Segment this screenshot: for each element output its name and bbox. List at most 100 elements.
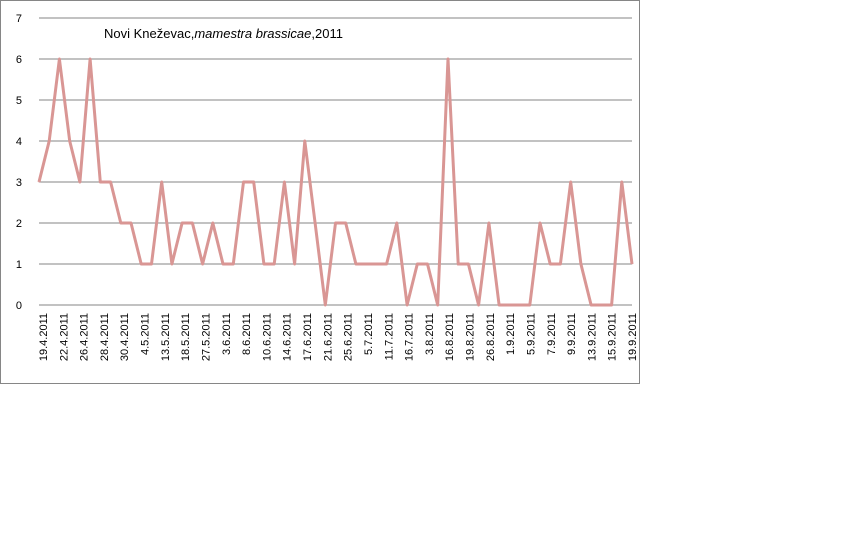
data-point	[427, 263, 429, 265]
x-tick-label: 13.9.2011	[586, 313, 598, 361]
data-point	[202, 263, 204, 265]
x-tick-label: 22.4.2011	[58, 313, 70, 361]
y-tick-label: 6	[16, 54, 22, 66]
x-tick-label: 27.5.2011	[200, 313, 212, 361]
chart-title-year: ,2011	[311, 26, 343, 41]
data-point	[58, 58, 60, 60]
data-point	[314, 222, 316, 224]
data-point	[508, 304, 510, 306]
y-tick-label: 2	[16, 218, 22, 230]
data-point	[437, 304, 439, 306]
data-point	[600, 304, 602, 306]
x-tick-label: 15.9.2011	[607, 313, 619, 361]
data-point	[355, 263, 357, 265]
chart-title-species: mamestra brassicae	[194, 26, 311, 41]
y-tick-label: 3	[16, 177, 22, 189]
line-chart: 0 1 2 3 4 5 6 7 19.4.2011 22.4.2011 26.4.2011 28.4…	[16, 13, 639, 361]
chart-title: Novi Kneževac,mamestra brassicae,2011	[104, 26, 343, 41]
data-point	[488, 222, 490, 224]
x-tick-label: 14.6.2011	[282, 313, 294, 361]
data-point	[570, 181, 572, 183]
data-point	[273, 263, 275, 265]
x-tick-label: 13.5.2011	[160, 313, 172, 361]
x-tick-label: 3.6.2011	[221, 313, 233, 355]
data-point	[253, 181, 255, 183]
data-point	[120, 222, 122, 224]
y-tick-label: 5	[16, 95, 22, 107]
y-tick-label: 4	[16, 136, 22, 148]
data-point	[48, 140, 50, 142]
data-point	[549, 263, 551, 265]
x-tick-label: 28.4.2011	[99, 313, 111, 361]
data-point	[447, 58, 449, 60]
x-tick-label: 19.4.2011	[38, 313, 50, 361]
chart-title-location: Novi Kneževac,	[104, 26, 194, 41]
data-point	[222, 263, 224, 265]
x-tick-label: 3.8.2011	[424, 313, 436, 355]
x-tick-label: 7.9.2011	[546, 313, 558, 355]
x-tick-label: 16.8.2011	[444, 313, 456, 361]
data-point	[539, 222, 541, 224]
data-point	[559, 263, 561, 265]
y-tick-label: 1	[16, 259, 22, 271]
data-point	[110, 181, 112, 183]
data-point	[416, 263, 418, 265]
data-point	[365, 263, 367, 265]
x-tick-label: 18.5.2011	[180, 313, 192, 361]
data-point	[161, 181, 163, 183]
x-tick-label: 26.8.2011	[485, 313, 497, 361]
chart-frame: 0 1 2 3 4 5 6 7 19.4.2011 22.4.2011 26.4.2011 28.4…	[0, 0, 640, 384]
y-tick-label: 0	[16, 300, 22, 312]
data-point	[79, 181, 81, 183]
data-point	[130, 222, 132, 224]
data-point	[324, 304, 326, 306]
data-point	[99, 181, 101, 183]
y-tick-label: 7	[16, 13, 22, 25]
data-point	[89, 58, 91, 60]
data-point	[375, 263, 377, 265]
x-tick-label: 21.6.2011	[322, 313, 334, 361]
data-point	[406, 304, 408, 306]
data-point	[263, 263, 265, 265]
data-point	[529, 304, 531, 306]
data-point	[171, 263, 173, 265]
data-point	[519, 304, 521, 306]
data-point	[294, 263, 296, 265]
x-tick-label: 19.8.2011	[465, 313, 477, 361]
gridlines	[39, 17, 632, 306]
x-tick-label: 5.7.2011	[363, 313, 375, 355]
data-point	[457, 263, 459, 265]
x-tick-label: 4.5.2011	[140, 313, 152, 355]
x-tick-label: 1.9.2011	[505, 313, 517, 355]
data-point	[335, 222, 336, 224]
data-point	[498, 304, 500, 306]
data-point	[191, 222, 193, 224]
data-point	[631, 263, 633, 265]
data-point	[212, 222, 214, 224]
x-tick-label: 17.6.2011	[302, 313, 314, 361]
x-tick-label: 5.9.2011	[525, 313, 537, 355]
data-point	[467, 263, 469, 265]
data-point	[232, 263, 234, 265]
x-tick-label: 9.9.2011	[566, 313, 578, 355]
data-point	[283, 181, 285, 183]
series-line	[37, 57, 634, 307]
data-point	[611, 304, 613, 306]
data-point	[150, 263, 152, 265]
data-point	[345, 222, 347, 224]
data-point	[181, 222, 183, 224]
data-point	[69, 140, 71, 142]
x-tick-label: 19.9.2011	[627, 313, 639, 361]
x-tick-label: 16.7.2011	[404, 313, 416, 361]
data-point	[478, 304, 480, 306]
data-point	[590, 304, 592, 306]
data-point	[38, 181, 40, 183]
x-tick-label: 25.6.2011	[343, 313, 355, 361]
data-point	[621, 181, 623, 183]
x-tick-label: 26.4.2011	[79, 313, 91, 361]
data-point	[242, 181, 244, 183]
data-point	[396, 222, 398, 224]
x-tick-label: 11.7.2011	[383, 313, 395, 360]
data-point	[140, 263, 142, 265]
data-point	[304, 140, 306, 142]
